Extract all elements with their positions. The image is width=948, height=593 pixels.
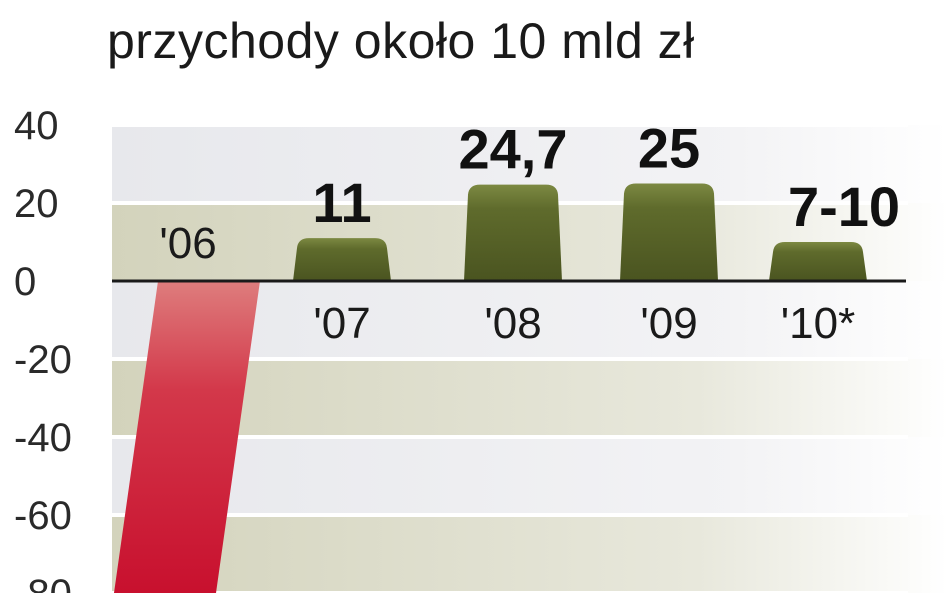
x-tick-label: '06 xyxy=(159,219,216,268)
bar xyxy=(293,238,391,281)
grid-band xyxy=(112,515,948,593)
y-tick-label: 20 xyxy=(14,182,59,226)
bar xyxy=(464,184,562,281)
y-tick-label: -60 xyxy=(14,494,72,538)
y-tick-label: 0 xyxy=(14,260,36,304)
y-tick-label: -20 xyxy=(14,338,72,382)
data-label: 11 xyxy=(312,171,371,234)
x-tick-label: '09 xyxy=(640,299,697,348)
data-label: 7-10 xyxy=(788,175,900,238)
bar xyxy=(620,183,718,281)
x-tick-label: '08 xyxy=(484,299,541,348)
y-tick-label: -80 xyxy=(14,572,72,593)
chart-title: przychody około 10 mld zł xyxy=(107,13,695,69)
x-tick-label: '10* xyxy=(781,299,855,348)
grid-band xyxy=(112,359,948,437)
x-tick-label: '07 xyxy=(313,299,370,348)
bar-negative xyxy=(114,281,260,593)
bar xyxy=(769,242,867,281)
data-label: 25 xyxy=(638,117,700,180)
y-tick-label: 40 xyxy=(14,104,59,148)
y-tick-label: -40 xyxy=(14,416,72,460)
data-label: 24,7 xyxy=(459,118,568,181)
